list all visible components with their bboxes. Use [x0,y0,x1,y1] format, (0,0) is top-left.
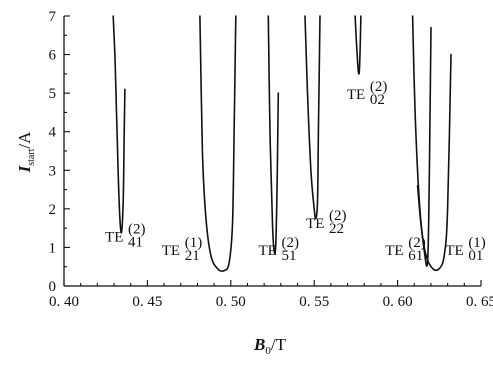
y-axis-title-sub: start [26,148,37,165]
curve-te02 [354,15,362,75]
y-tick-label: 1 [49,240,57,256]
mode-label-sub: 41 [128,235,143,251]
mode-label-base: TE [105,230,123,246]
mode-label-te02: TE (2)02 [347,79,388,108]
mode-label-sub: 21 [185,248,200,264]
x-tick-label: 0. 65 [466,294,493,310]
y-tick-label: 0 [49,279,57,295]
y-tick-label: 2 [49,202,57,218]
mode-label-sub: 22 [329,221,344,237]
mode-label-sup: (1) [468,235,486,251]
mode-label-te61: TE (2)61 [385,235,426,264]
y-tick-label: 3 [49,163,57,179]
mode-label-te51: TE (2)51 [259,235,300,264]
curve-te21 [199,15,237,272]
x-tick-label: 0. 60 [383,294,413,310]
curve-te41 [112,15,126,234]
y-tick-label: 7 [49,9,57,25]
mode-label-sup: (2) [370,79,388,95]
mode-label-base: TE [306,216,324,232]
y-tick-label: 6 [49,48,57,64]
mode-label-te21: TE (1)21 [162,235,203,264]
y-axis-title-main: I [15,164,34,173]
mode-label-sup: (2) [128,222,146,238]
mode-label-sup: (1) [185,235,203,251]
mode-label-base: TE [347,87,365,103]
y-axis-title: Istart/A [15,131,37,174]
x-tick-label: 0. 45 [132,294,162,310]
mode-label-sup: (2) [329,208,347,224]
mode-label-base: TE [445,243,463,259]
series-curves [112,15,452,272]
curve-te51 [267,15,280,255]
mode-label-sub: 51 [282,248,297,264]
mode-label-base: TE [385,243,403,259]
mode-label-sup: (2) [282,235,300,251]
x-axis-title-main: B [253,335,265,354]
x-axis-title: B0/T [253,335,287,357]
x-axis-title-sub: 0 [265,345,271,357]
mode-label-sub: 01 [468,248,483,264]
x-tick-label: 0. 50 [216,294,246,310]
x-axis-title-unit: /T [271,335,287,354]
curve-te22 [304,15,321,220]
x-tick-label: 0. 40 [49,294,79,310]
x-tick-label: 0. 55 [299,294,329,310]
mode-label-te01: TE (1)01 [445,235,486,264]
mode-label-sub: 02 [370,92,385,108]
mode-label-te41: TE (2)41 [105,222,146,251]
mode-label-base: TE [162,243,180,259]
curve-te01 [416,53,452,272]
mode-label-base: TE [259,243,277,259]
y-axis-title-unit: /A [15,131,34,149]
mode-label-te22: TE (2)22 [306,208,347,237]
curve-te61 [411,15,432,267]
y-tick-label: 5 [49,86,57,102]
mode-label-sub: 61 [408,248,423,264]
mode-label-sup: (2) [408,235,426,251]
y-tick-label: 4 [49,125,57,141]
